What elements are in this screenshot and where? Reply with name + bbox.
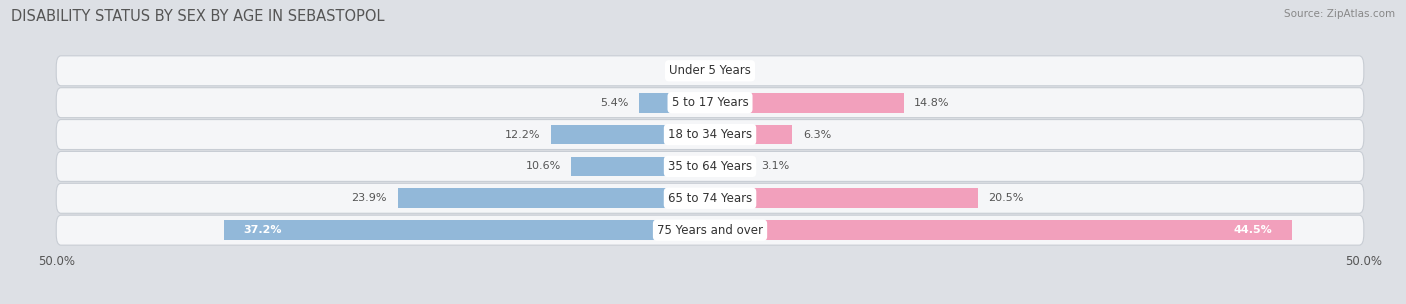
Bar: [571, 157, 710, 176]
Bar: [710, 125, 793, 144]
Bar: [551, 125, 710, 144]
Text: 65 to 74 Years: 65 to 74 Years: [668, 192, 752, 205]
FancyBboxPatch shape: [56, 56, 1364, 86]
Text: 10.6%: 10.6%: [526, 161, 561, 171]
FancyBboxPatch shape: [56, 215, 1364, 245]
Text: 5 to 17 Years: 5 to 17 Years: [672, 96, 748, 109]
Text: 44.5%: 44.5%: [1233, 225, 1272, 235]
Text: 0.0%: 0.0%: [671, 66, 700, 76]
Text: Source: ZipAtlas.com: Source: ZipAtlas.com: [1284, 9, 1395, 19]
FancyBboxPatch shape: [56, 119, 1364, 150]
Text: 3.1%: 3.1%: [761, 161, 789, 171]
Text: DISABILITY STATUS BY SEX BY AGE IN SEBASTOPOL: DISABILITY STATUS BY SEX BY AGE IN SEBAS…: [11, 9, 385, 24]
Text: 35 to 64 Years: 35 to 64 Years: [668, 160, 752, 173]
Text: 0.0%: 0.0%: [720, 66, 749, 76]
Bar: [224, 220, 710, 240]
Text: 6.3%: 6.3%: [803, 130, 831, 140]
Bar: [640, 93, 710, 112]
Bar: [398, 188, 710, 208]
Bar: [710, 220, 1292, 240]
Bar: [710, 93, 904, 112]
FancyBboxPatch shape: [56, 183, 1364, 213]
Text: 20.5%: 20.5%: [988, 193, 1024, 203]
FancyBboxPatch shape: [56, 88, 1364, 118]
Bar: [710, 157, 751, 176]
FancyBboxPatch shape: [56, 151, 1364, 181]
Text: 5.4%: 5.4%: [600, 98, 628, 108]
Text: Under 5 Years: Under 5 Years: [669, 64, 751, 77]
Text: 18 to 34 Years: 18 to 34 Years: [668, 128, 752, 141]
Text: 12.2%: 12.2%: [505, 130, 540, 140]
Text: 75 Years and over: 75 Years and over: [657, 224, 763, 237]
Text: 37.2%: 37.2%: [243, 225, 281, 235]
Text: 23.9%: 23.9%: [352, 193, 387, 203]
Text: 14.8%: 14.8%: [914, 98, 949, 108]
Bar: [710, 188, 979, 208]
